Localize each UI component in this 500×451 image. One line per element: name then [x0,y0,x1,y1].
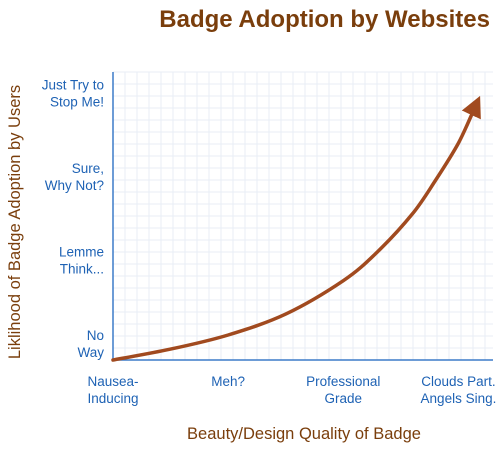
x-axis-title: Beauty/Design Quality of Badge [187,425,421,443]
series-line [111,95,481,362]
y-tick-labels: No Way Lemme Think... Sure, Why Not? Just Try … [42,77,105,359]
y-tick-label: No Way [78,328,105,360]
y-tick-label: Lemme Think... [59,244,104,276]
chart-title: Badge Adoption by Websites [159,6,490,33]
y-tick-label: Just Try to Stop Me! [42,77,104,109]
y-axis-title: Liklihood of Badge Adoption by Users [6,85,24,359]
series [111,95,481,362]
x-tick-label: Meh? [211,374,245,389]
x-tick-label: Professional Grade [306,374,380,406]
y-tick-label: Sure, Why Not? [45,161,104,193]
axes [112,72,493,361]
x-tick-labels: Nausea-Inducing Meh? Professional Grade Clou… [87,374,496,406]
x-tick-label: Nausea-Inducing [87,374,138,406]
grid [113,71,493,360]
x-tick-label: Clouds Part. Angels Sing. [421,374,497,406]
